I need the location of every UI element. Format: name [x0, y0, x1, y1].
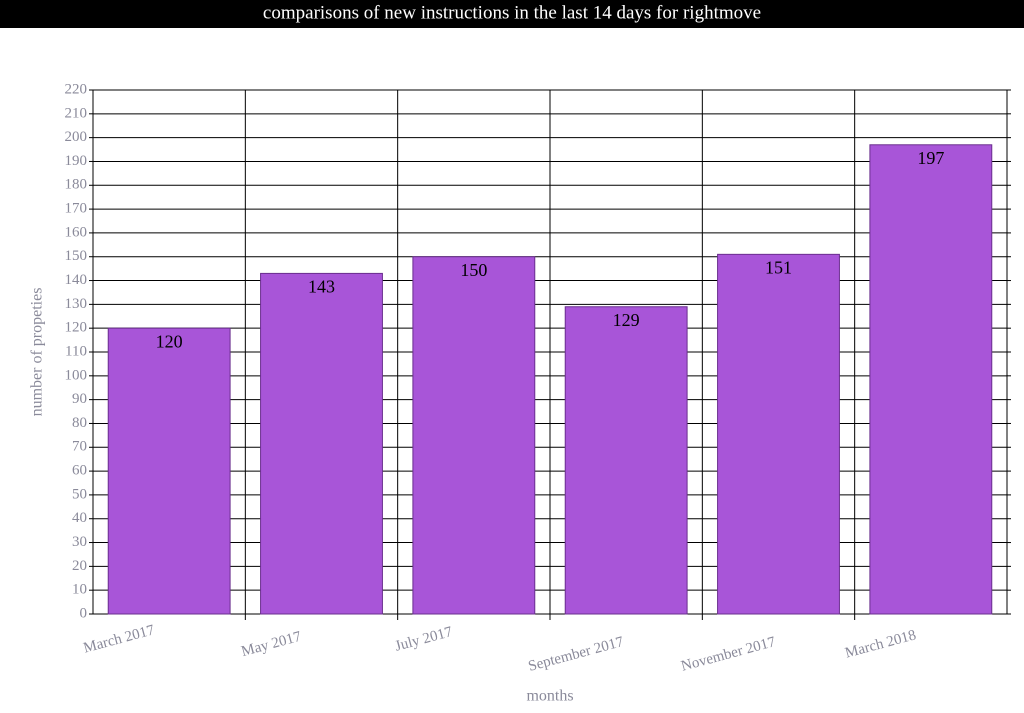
y-tick-label: 30	[72, 534, 87, 550]
y-tick-label: 220	[65, 81, 88, 97]
value-label: 151	[765, 257, 792, 277]
y-axis-title: number of propeties	[29, 288, 46, 417]
y-tick-label: 110	[65, 343, 87, 359]
y-tick-label: 180	[65, 177, 88, 193]
y-tick-label: 50	[72, 486, 87, 502]
y-tick-label: 20	[72, 558, 87, 574]
x-tick-label: July 2017	[393, 624, 454, 655]
y-tick-label: 90	[72, 391, 87, 407]
y-tick-label: 200	[65, 129, 88, 145]
y-tick-label: 100	[65, 367, 88, 383]
y-tick-label: 60	[72, 463, 87, 479]
bar	[260, 272, 383, 615]
y-tick-label: 130	[65, 296, 88, 312]
bar	[107, 327, 231, 615]
value-label: 120	[156, 331, 183, 351]
y-tick-label: 40	[72, 510, 87, 526]
y-tick-label: 170	[65, 201, 88, 217]
x-tick-label: March 2017	[82, 622, 157, 656]
value-label: 143	[308, 277, 335, 297]
bar	[564, 306, 688, 615]
value-label: 150	[460, 260, 487, 280]
chart-title: comparisons of new instructions in the l…	[263, 2, 761, 23]
y-tick-label: 190	[65, 153, 88, 169]
x-tick-label: March 2018	[843, 627, 918, 661]
x-tick-label: September 2017	[527, 634, 626, 675]
y-tick-label: 150	[65, 248, 88, 264]
y-tick-label: 140	[65, 272, 88, 288]
y-tick-label: 0	[80, 605, 88, 621]
y-tick-label: 160	[65, 224, 88, 240]
x-axis-title: months	[526, 688, 573, 705]
y-tick-label: 210	[65, 105, 88, 121]
bar	[412, 256, 536, 615]
bar	[869, 144, 993, 615]
title-bar	[0, 0, 1024, 28]
plot-border	[92, 89, 1008, 615]
x-tick-label: November 2017	[679, 634, 777, 675]
bar	[717, 253, 840, 615]
value-label: 129	[613, 310, 640, 330]
y-tick-label: 80	[72, 415, 87, 431]
y-tick-label: 120	[65, 320, 88, 336]
y-tick-label: 70	[72, 439, 87, 455]
y-tick-label: 10	[72, 582, 87, 598]
value-label: 197	[917, 148, 944, 168]
x-tick-label: May 2017	[240, 629, 304, 660]
